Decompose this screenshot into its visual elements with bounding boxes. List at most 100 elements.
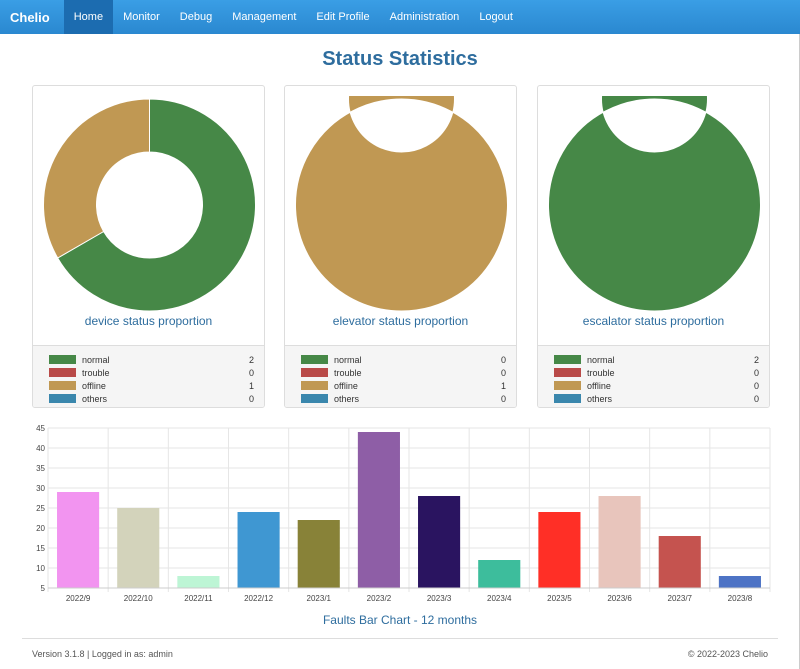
bar-2023-5[interactable] — [538, 512, 581, 588]
legend-row-others: others 0 — [538, 392, 769, 405]
legend-label: normal — [587, 354, 615, 365]
y-tick-label: 40 — [36, 444, 45, 453]
bar-2023-1[interactable] — [297, 520, 340, 588]
x-tick-label: 2023/3 — [427, 594, 452, 603]
elevator-status-caption: elevator status proportion — [332, 314, 469, 328]
bar-2022-9[interactable] — [57, 492, 100, 588]
bar-2023-6[interactable] — [598, 496, 641, 588]
bar-2023-4[interactable] — [478, 560, 521, 588]
nav-logout[interactable]: Logout — [479, 11, 513, 23]
legend-count: 0 — [248, 393, 254, 404]
bar-2023-8[interactable] — [718, 576, 761, 588]
legend-count: 1 — [500, 380, 506, 391]
bar-2023-7[interactable] — [658, 536, 701, 588]
legend-count: 0 — [753, 367, 759, 378]
legend-swatch-normal — [49, 355, 76, 364]
device-status-legend: normal 2 trouble 0 offline 1 others 0 — [33, 345, 264, 407]
legend-label: offline — [82, 380, 106, 391]
legend-row-normal: normal 2 — [33, 353, 264, 366]
legend-row-normal: normal 2 — [538, 353, 769, 366]
y-tick-label: 10 — [36, 564, 45, 573]
legend-row-normal: normal 0 — [285, 353, 516, 366]
legend-swatch-trouble — [49, 368, 76, 377]
nav-home[interactable]: Home — [63, 0, 114, 34]
nav-management[interactable]: Management — [232, 11, 297, 23]
legend-row-offline: offline 0 — [538, 379, 769, 392]
legend-row-offline: offline 1 — [285, 379, 516, 392]
y-tick-label: 5 — [41, 584, 46, 593]
escalator-status-legend: normal 2 trouble 0 offline 0 others 0 — [538, 345, 769, 407]
donut-slice-offline[interactable] — [295, 96, 508, 312]
device-status-panel: device status proportion normal 2 trouble… — [32, 85, 265, 408]
donut-slice-normal[interactable] — [57, 98, 256, 312]
x-tick-label: 2023/7 — [668, 594, 693, 603]
legend-swatch-others — [301, 394, 328, 403]
legend-count: 2 — [248, 354, 254, 365]
x-tick-label: 2022/12 — [244, 594, 273, 603]
x-tick-label: 2022/9 — [66, 594, 91, 603]
bar-2022-10[interactable] — [117, 508, 160, 588]
nav-administration[interactable]: Administration — [389, 11, 460, 23]
legend-swatch-others — [554, 394, 581, 403]
y-tick-label: 25 — [36, 504, 45, 513]
copyright: © 2022-2023 Chelio — [687, 649, 768, 659]
bar-2022-11[interactable] — [177, 576, 220, 588]
x-tick-label: 2023/1 — [307, 594, 332, 603]
legend-count: 1 — [248, 380, 254, 391]
elevator-status-panel: elevator status proportion normal 0 troub… — [284, 85, 517, 408]
nav-monitor[interactable]: Monitor — [123, 11, 160, 23]
faults-bar-chart: 5 10 15 20 25 30 35 40 45 2022/9 2022/10 2022/11 202… — [36, 424, 771, 603]
legend-label: normal — [334, 354, 362, 365]
bar-2023-2[interactable] — [357, 432, 400, 588]
legend-count: 2 — [753, 354, 759, 365]
legend-row-others: others 0 — [285, 392, 516, 405]
bar-2023-3[interactable] — [418, 496, 461, 588]
device-status-caption: device status proportion — [84, 314, 213, 328]
y-tick-label: 45 — [36, 424, 45, 433]
escalator-status-donut — [548, 96, 761, 312]
legend-swatch-offline — [49, 381, 76, 390]
x-tick-label: 2023/8 — [728, 594, 753, 603]
escalator-status-panel: escalator status proportion normal 2 trou… — [537, 85, 770, 408]
x-tick-label: 2023/5 — [547, 594, 572, 603]
legend-label: normal — [82, 354, 110, 365]
legend-swatch-others — [49, 394, 76, 403]
y-tick-label: 30 — [36, 484, 45, 493]
legend-count: 0 — [753, 393, 759, 404]
footer: Version 3.1.8 | Logged in as: admin © 20… — [22, 638, 778, 669]
legend-swatch-trouble — [301, 368, 328, 377]
y-tick-label: 35 — [36, 464, 45, 473]
legend-count: 0 — [500, 354, 506, 365]
x-tick-label: 2022/10 — [124, 594, 153, 603]
legend-count: 0 — [500, 393, 506, 404]
x-tick-label: 2023/2 — [367, 594, 392, 603]
nav-debug[interactable]: Debug — [179, 11, 213, 23]
legend-row-others: others 0 — [33, 392, 264, 405]
faults-bar-chart-title: Faults Bar Chart - 12 months — [322, 613, 478, 627]
donut-slice-offline[interactable] — [43, 98, 150, 259]
page-title: Status Statistics — [322, 48, 478, 70]
brand-logo[interactable]: Chelio — [10, 9, 50, 25]
legend-swatch-normal — [554, 355, 581, 364]
legend-label: offline — [334, 380, 358, 391]
legend-label: others — [334, 393, 360, 404]
elevator-status-legend: normal 0 trouble 0 offline 1 others 0 — [285, 345, 516, 407]
legend-count: 0 — [753, 380, 759, 391]
device-status-donut — [43, 98, 256, 312]
legend-count: 0 — [500, 367, 506, 378]
version-info: Version 3.1.8 | Logged in as: admin — [32, 649, 173, 659]
legend-swatch-offline — [301, 381, 328, 390]
legend-swatch-trouble — [554, 368, 581, 377]
bar-2022-12[interactable] — [237, 512, 280, 588]
y-tick-label: 15 — [36, 544, 45, 553]
y-tick-label: 20 — [36, 524, 45, 533]
top-navbar: Chelio Home Monitor Debug Management Edi… — [0, 0, 800, 34]
legend-label: trouble — [82, 367, 110, 378]
donut-slice-normal[interactable] — [548, 96, 761, 312]
nav-edit-profile[interactable]: Edit Profile — [316, 11, 370, 23]
legend-label: offline — [587, 380, 611, 391]
legend-label: trouble — [587, 367, 615, 378]
legend-label: trouble — [334, 367, 362, 378]
legend-row-trouble: trouble 0 — [285, 366, 516, 379]
legend-row-offline: offline 1 — [33, 379, 264, 392]
